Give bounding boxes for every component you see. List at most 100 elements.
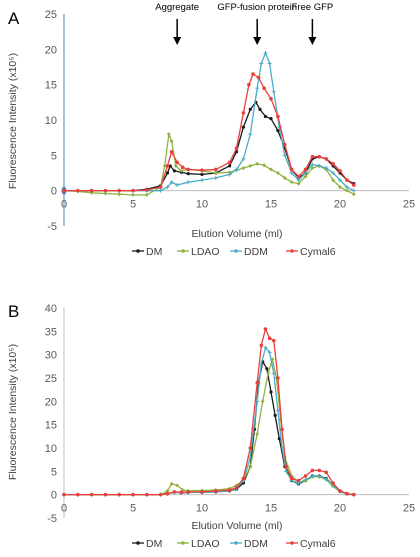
data-point [89, 188, 94, 193]
data-point [186, 172, 190, 176]
data-point [255, 86, 260, 91]
data-point [76, 188, 80, 193]
data-point [338, 178, 342, 183]
data-point [179, 490, 184, 495]
series-ddm [62, 345, 356, 497]
data-point [234, 167, 239, 172]
data-point [227, 172, 232, 177]
annotation-arrowhead [308, 37, 317, 45]
data-point [271, 338, 276, 343]
data-point [303, 167, 308, 172]
data-point [241, 166, 246, 171]
data-point [269, 116, 273, 121]
legend-label: DDM [244, 538, 268, 550]
data-point [303, 474, 308, 478]
series-line [64, 356, 354, 496]
data-point [234, 485, 239, 490]
data-point [228, 164, 232, 168]
x-tick-label: 0 [61, 199, 67, 211]
series-cymal6 [62, 72, 356, 193]
legend: DM LDAO DDM Cymal6 [132, 538, 336, 550]
series-layer [62, 327, 356, 497]
data-point [214, 489, 218, 493]
data-point [117, 192, 122, 197]
y-axis-title: Fluorescence Intensity (x10⁵) [7, 344, 19, 480]
data-point [180, 165, 185, 170]
data-point [263, 114, 268, 119]
y-axis-title: Fluorescence Intensity (x10⁵) [7, 53, 19, 189]
y-tick-label: 15 [45, 420, 57, 432]
data-point [282, 175, 287, 180]
data-point [103, 492, 108, 497]
data-point [266, 371, 271, 376]
x-tick-label: 5 [130, 199, 136, 211]
data-point [158, 492, 163, 497]
data-point [331, 162, 335, 166]
data-point [117, 188, 121, 193]
data-point [282, 153, 287, 158]
y-tick-label: 25 [45, 9, 57, 21]
data-point [259, 343, 264, 348]
x-tick-label: 25 [403, 199, 415, 211]
data-point [241, 476, 246, 481]
data-point [200, 490, 204, 494]
data-point [262, 163, 267, 168]
data-point [275, 171, 280, 175]
annotation-label: GFP-fusion protein [217, 2, 297, 13]
data-point [310, 166, 315, 171]
data-point [284, 469, 289, 474]
panel-label-a: A [8, 9, 20, 28]
data-point [324, 157, 329, 161]
data-point [289, 171, 294, 175]
data-point [262, 86, 266, 90]
data-point [227, 488, 232, 492]
data-point [269, 97, 273, 101]
data-point [289, 476, 294, 481]
data-point [310, 162, 315, 167]
legend: DM LDAO DDM Cymal6 [132, 246, 336, 258]
data-point [234, 146, 239, 151]
data-point [324, 166, 329, 171]
data-point [131, 492, 135, 497]
legend-marker [181, 249, 185, 253]
data-point [175, 160, 179, 165]
data-point [345, 178, 349, 182]
legend-marker [136, 541, 140, 545]
data-point [173, 163, 178, 168]
data-point [172, 490, 177, 494]
data-point [338, 169, 342, 173]
data-point [169, 180, 174, 185]
panel-label-b: B [8, 302, 19, 321]
legend-marker [181, 541, 185, 545]
y-tick-label: 15 [45, 80, 57, 92]
data-point [331, 171, 336, 175]
series-layer [62, 50, 356, 197]
y-tick-label: 20 [45, 44, 57, 56]
y-tick-label: 35 [45, 326, 57, 338]
data-point [89, 492, 94, 497]
data-point [248, 132, 253, 137]
data-point [263, 50, 268, 55]
legend-marker [234, 541, 238, 545]
annotation-label: Aggregate [155, 2, 199, 13]
data-point [248, 455, 253, 460]
data-point [241, 156, 246, 161]
y-tick-label: 10 [45, 443, 57, 455]
y-tick-label: -5 [47, 221, 57, 233]
y-tick-label: 5 [51, 150, 57, 162]
data-point [76, 492, 80, 497]
data-point [227, 160, 232, 165]
series-line [64, 101, 355, 192]
data-point [352, 492, 356, 497]
data-point [265, 367, 269, 371]
x-tick-label: 10 [196, 199, 208, 211]
data-point [165, 171, 170, 175]
data-point [117, 492, 121, 497]
y-tick-label: 30 [45, 350, 57, 362]
data-point [213, 171, 218, 175]
data-point [351, 188, 356, 193]
data-point [310, 474, 315, 478]
data-point [169, 150, 174, 154]
